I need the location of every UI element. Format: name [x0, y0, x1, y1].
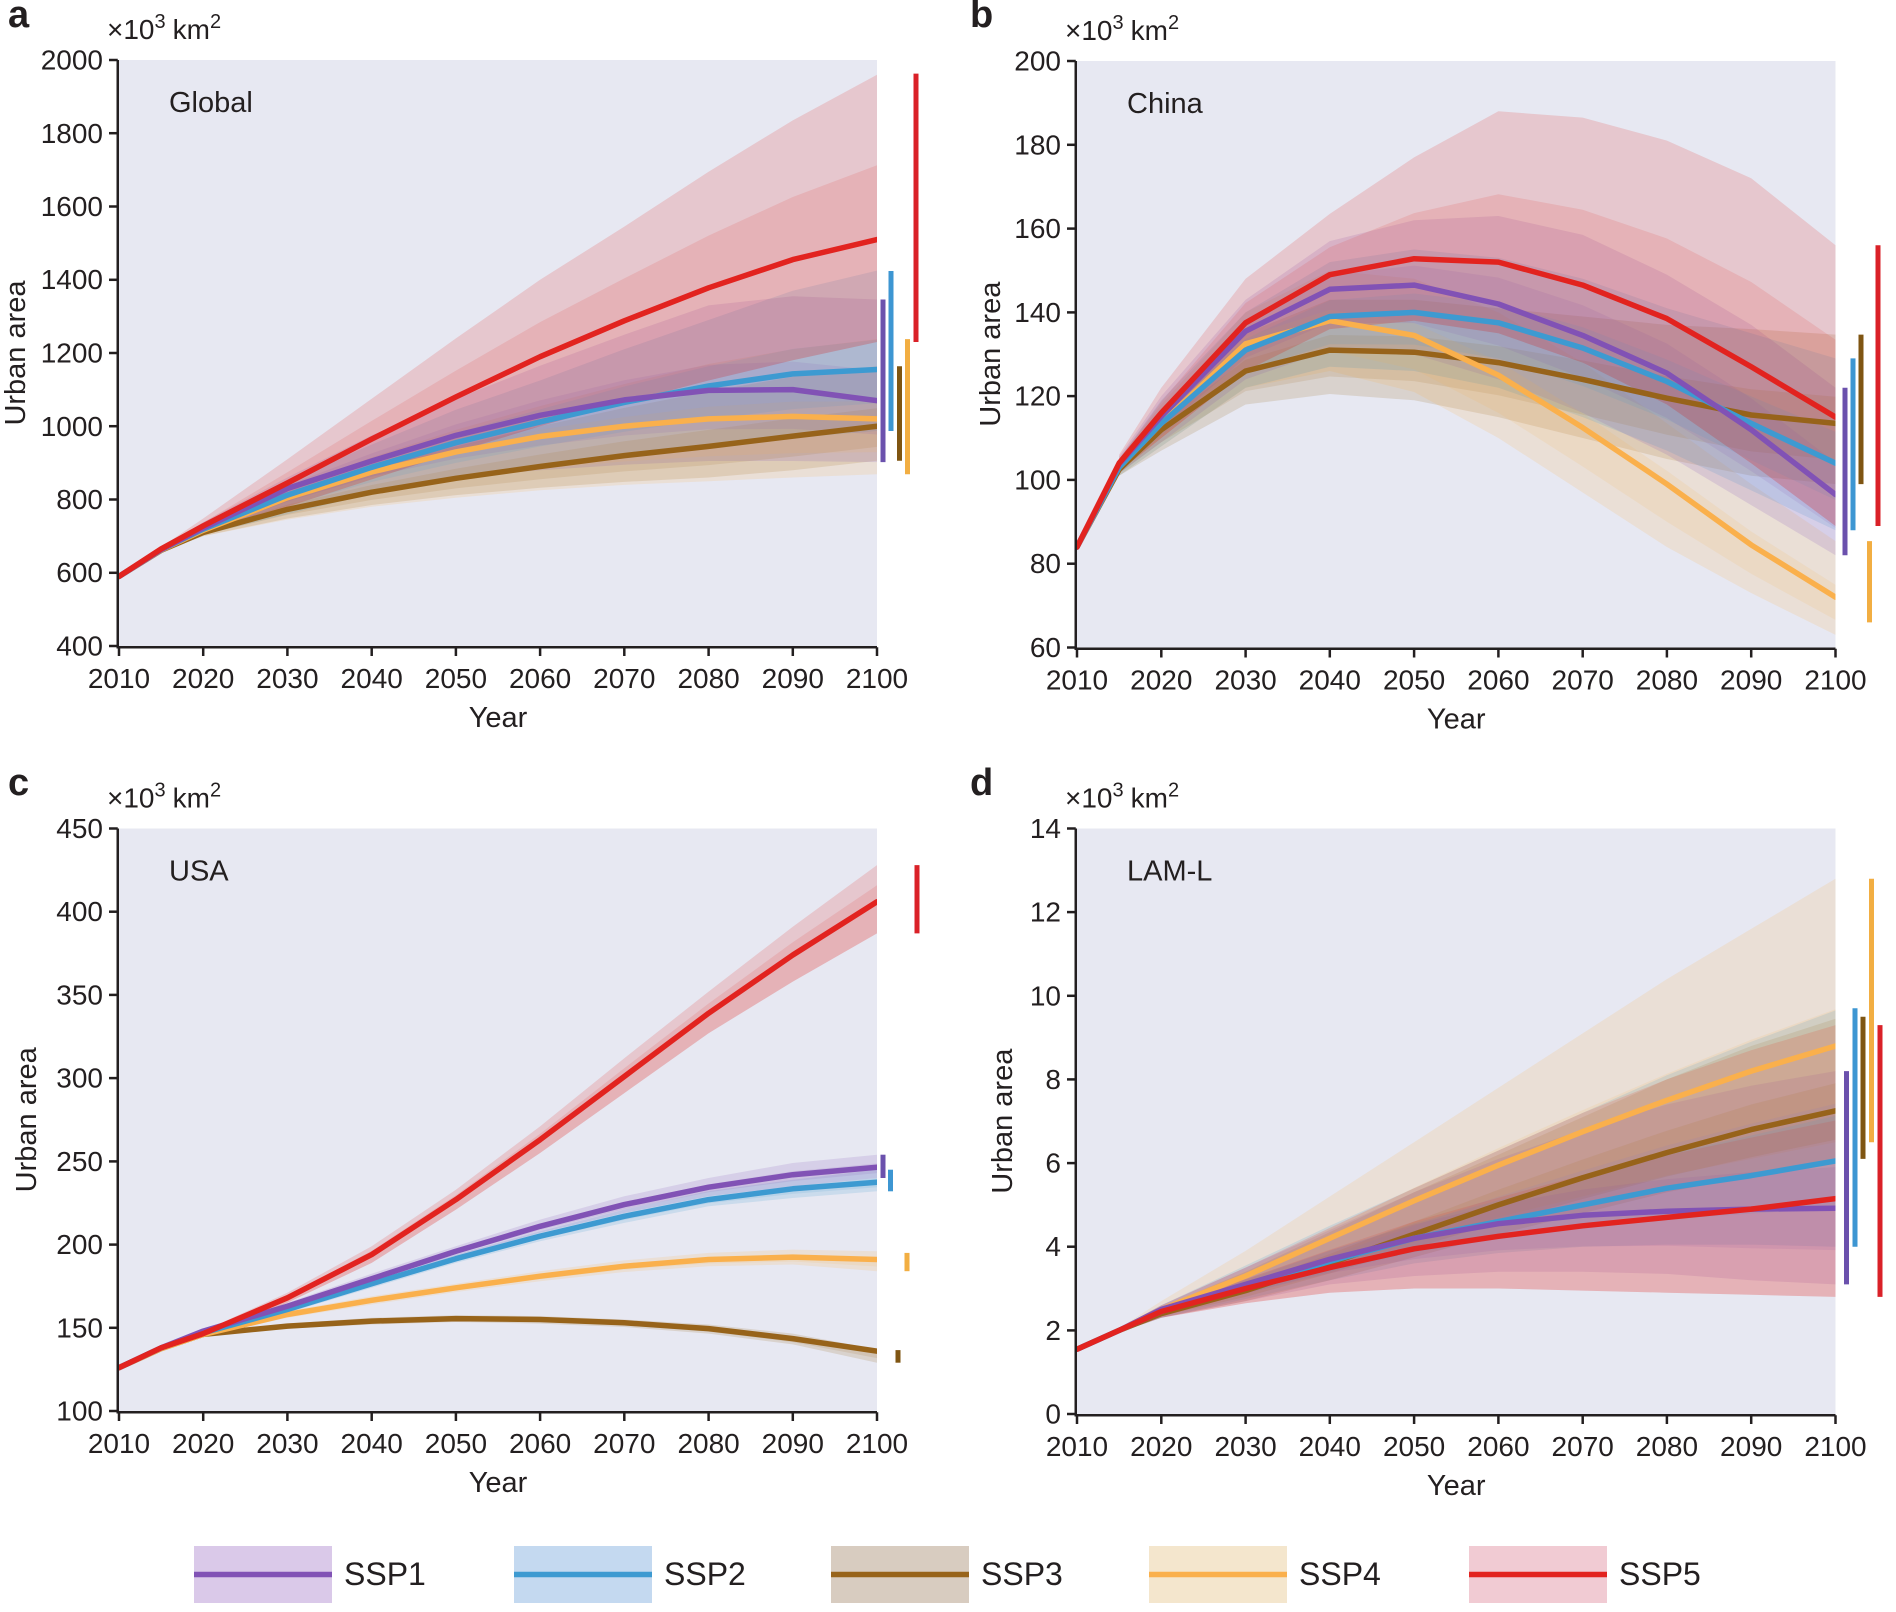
svg-text:100: 100 [1014, 464, 1061, 495]
svg-text:2100: 2100 [1804, 1431, 1866, 1462]
svg-text:2060: 2060 [509, 1428, 571, 1459]
svg-text:2070: 2070 [1552, 665, 1614, 696]
svg-text:150: 150 [56, 1312, 103, 1343]
svg-text:Year: Year [469, 702, 528, 734]
svg-text:2010: 2010 [1046, 665, 1108, 696]
svg-text:2080: 2080 [1636, 665, 1698, 696]
svg-text:Global: Global [169, 87, 253, 119]
svg-text:2040: 2040 [341, 1428, 403, 1459]
svg-text:2060: 2060 [1467, 1431, 1529, 1462]
svg-text:2080: 2080 [677, 663, 739, 694]
svg-text:LAM-L: LAM-L [1127, 856, 1212, 888]
svg-text:2000: 2000 [41, 45, 103, 76]
svg-text:SSP4: SSP4 [1299, 1556, 1381, 1592]
svg-text:1400: 1400 [41, 264, 103, 295]
svg-text:d: d [970, 762, 993, 804]
svg-text:2070: 2070 [593, 1428, 655, 1459]
svg-text:180: 180 [1014, 129, 1061, 160]
svg-text:2020: 2020 [172, 1428, 234, 1459]
svg-text:1200: 1200 [41, 338, 103, 369]
svg-text:800: 800 [56, 484, 103, 515]
svg-text:2020: 2020 [172, 663, 234, 694]
svg-text:2040: 2040 [1299, 665, 1361, 696]
svg-text:2070: 2070 [593, 663, 655, 694]
svg-text:200: 200 [1014, 46, 1061, 77]
svg-text:2050: 2050 [425, 1428, 487, 1459]
svg-text:250: 250 [56, 1146, 103, 1177]
svg-text:600: 600 [56, 557, 103, 588]
svg-text:2080: 2080 [677, 1428, 739, 1459]
svg-text:Urban area: Urban area [987, 1048, 1019, 1194]
svg-text:2030: 2030 [1214, 1431, 1276, 1462]
svg-text:SSP1: SSP1 [344, 1556, 426, 1592]
svg-text:300: 300 [56, 1063, 103, 1094]
svg-text:2020: 2020 [1130, 665, 1192, 696]
svg-text:1800: 1800 [41, 118, 103, 149]
svg-text:SSP5: SSP5 [1619, 1556, 1701, 1592]
svg-text:SSP3: SSP3 [981, 1556, 1063, 1592]
svg-text:2040: 2040 [1299, 1431, 1361, 1462]
svg-text:2010: 2010 [88, 1428, 150, 1459]
svg-text:2010: 2010 [88, 663, 150, 694]
svg-text:140: 140 [1014, 297, 1061, 328]
svg-text:0: 0 [1045, 1399, 1061, 1430]
svg-text:2090: 2090 [1720, 665, 1782, 696]
svg-text:12: 12 [1030, 897, 1061, 928]
svg-text:2020: 2020 [1130, 1431, 1192, 1462]
svg-text:2060: 2060 [509, 663, 571, 694]
svg-text:2030: 2030 [256, 1428, 318, 1459]
svg-text:120: 120 [1014, 381, 1061, 412]
svg-text:c: c [8, 762, 29, 804]
svg-text:8: 8 [1045, 1064, 1061, 1095]
svg-text:1600: 1600 [41, 191, 103, 222]
svg-text:2080: 2080 [1636, 1431, 1698, 1462]
svg-text:Urban area: Urban area [0, 280, 32, 426]
svg-text:2070: 2070 [1552, 1431, 1614, 1462]
svg-text:160: 160 [1014, 213, 1061, 244]
svg-text:100: 100 [56, 1396, 103, 1427]
svg-text:Urban area: Urban area [975, 281, 1007, 427]
svg-text:Year: Year [1427, 704, 1486, 736]
svg-text:4: 4 [1045, 1231, 1061, 1262]
svg-text:2050: 2050 [425, 663, 487, 694]
svg-text:2050: 2050 [1383, 1431, 1445, 1462]
svg-text:1000: 1000 [41, 411, 103, 442]
svg-text:2100: 2100 [1804, 665, 1866, 696]
svg-text:450: 450 [56, 813, 103, 844]
svg-text:2100: 2100 [846, 1428, 908, 1459]
svg-text:200: 200 [56, 1229, 103, 1260]
svg-text:80: 80 [1030, 548, 1061, 579]
svg-text:a: a [8, 0, 30, 36]
svg-text:b: b [970, 0, 993, 36]
svg-text:60: 60 [1030, 632, 1061, 663]
svg-text:SSP2: SSP2 [664, 1556, 746, 1592]
svg-text:2030: 2030 [1214, 665, 1276, 696]
svg-text:2: 2 [1045, 1315, 1061, 1346]
svg-text:10: 10 [1030, 980, 1061, 1011]
svg-text:China: China [1127, 88, 1204, 120]
svg-text:400: 400 [56, 631, 103, 662]
svg-text:2030: 2030 [256, 663, 318, 694]
svg-text:2090: 2090 [762, 1428, 824, 1459]
svg-text:14: 14 [1030, 813, 1061, 844]
svg-text:2060: 2060 [1467, 665, 1529, 696]
svg-text:2010: 2010 [1046, 1431, 1108, 1462]
svg-text:Year: Year [469, 1467, 528, 1499]
svg-text:350: 350 [56, 979, 103, 1010]
svg-text:Year: Year [1427, 1470, 1486, 1502]
svg-text:2040: 2040 [341, 663, 403, 694]
svg-text:2090: 2090 [1720, 1431, 1782, 1462]
svg-text:2090: 2090 [762, 663, 824, 694]
svg-text:2050: 2050 [1383, 665, 1445, 696]
svg-text:400: 400 [56, 896, 103, 927]
svg-text:6: 6 [1045, 1148, 1061, 1179]
svg-text:Urban area: Urban area [11, 1046, 43, 1192]
svg-text:2100: 2100 [846, 663, 908, 694]
svg-text:USA: USA [169, 856, 229, 888]
